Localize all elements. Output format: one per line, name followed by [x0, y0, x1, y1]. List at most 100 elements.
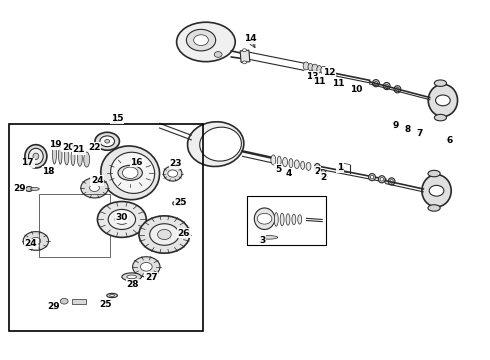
- Ellipse shape: [286, 214, 290, 225]
- Ellipse shape: [33, 153, 39, 159]
- Bar: [39, 194, 110, 257]
- Ellipse shape: [111, 152, 155, 193]
- Ellipse shape: [175, 202, 180, 204]
- Text: 15: 15: [111, 114, 123, 123]
- Circle shape: [108, 210, 136, 229]
- Circle shape: [257, 213, 272, 224]
- Ellipse shape: [289, 159, 293, 168]
- Text: 1: 1: [337, 163, 343, 172]
- Text: 8: 8: [404, 125, 410, 134]
- Text: 11: 11: [313, 77, 325, 86]
- Text: 25: 25: [99, 300, 112, 309]
- Ellipse shape: [107, 293, 118, 298]
- Ellipse shape: [292, 214, 296, 225]
- Ellipse shape: [59, 146, 62, 164]
- Circle shape: [139, 216, 190, 253]
- Ellipse shape: [271, 155, 276, 165]
- Circle shape: [141, 262, 152, 271]
- Ellipse shape: [388, 178, 395, 185]
- Circle shape: [133, 257, 160, 277]
- Ellipse shape: [390, 180, 393, 183]
- Text: 26: 26: [178, 229, 190, 238]
- Text: 18: 18: [42, 167, 55, 176]
- Ellipse shape: [370, 175, 374, 179]
- Text: 3: 3: [259, 236, 265, 245]
- Circle shape: [25, 186, 32, 192]
- Polygon shape: [240, 50, 250, 62]
- Text: 24: 24: [24, 239, 37, 248]
- Circle shape: [436, 95, 450, 106]
- Ellipse shape: [434, 80, 446, 86]
- Text: 4: 4: [286, 169, 292, 178]
- Text: 19: 19: [49, 140, 62, 149]
- Text: 2: 2: [320, 173, 326, 182]
- Ellipse shape: [312, 64, 318, 72]
- Ellipse shape: [301, 161, 305, 170]
- Text: 2: 2: [314, 167, 320, 176]
- Ellipse shape: [30, 188, 39, 190]
- Ellipse shape: [368, 174, 375, 181]
- Circle shape: [90, 184, 99, 192]
- Ellipse shape: [321, 66, 327, 74]
- Ellipse shape: [110, 294, 115, 296]
- Bar: [72, 300, 86, 304]
- Ellipse shape: [298, 215, 302, 224]
- Ellipse shape: [283, 157, 288, 167]
- Circle shape: [243, 49, 246, 51]
- Text: 12: 12: [323, 68, 335, 77]
- Ellipse shape: [176, 22, 235, 62]
- Ellipse shape: [320, 170, 326, 177]
- Ellipse shape: [396, 87, 399, 91]
- Circle shape: [429, 185, 444, 196]
- Ellipse shape: [280, 213, 284, 226]
- Ellipse shape: [394, 86, 401, 93]
- Ellipse shape: [434, 114, 446, 121]
- Ellipse shape: [122, 273, 142, 281]
- Ellipse shape: [259, 235, 278, 239]
- Ellipse shape: [127, 275, 137, 279]
- Circle shape: [115, 215, 129, 225]
- Ellipse shape: [372, 80, 379, 87]
- Text: 7: 7: [416, 129, 423, 138]
- Ellipse shape: [71, 149, 75, 166]
- Text: 27: 27: [145, 273, 157, 282]
- Ellipse shape: [274, 213, 278, 226]
- Text: 14: 14: [244, 34, 256, 43]
- Circle shape: [105, 139, 110, 143]
- Ellipse shape: [163, 166, 182, 181]
- Text: 20: 20: [62, 143, 74, 152]
- Circle shape: [158, 229, 171, 239]
- Ellipse shape: [172, 201, 182, 206]
- Ellipse shape: [428, 170, 440, 177]
- Ellipse shape: [428, 84, 458, 117]
- Text: 21: 21: [73, 145, 85, 154]
- Ellipse shape: [294, 160, 299, 168]
- Text: 11: 11: [332, 80, 344, 89]
- Circle shape: [95, 132, 120, 150]
- Text: 28: 28: [126, 280, 139, 289]
- Circle shape: [243, 61, 246, 64]
- Ellipse shape: [25, 145, 47, 168]
- Circle shape: [150, 224, 179, 245]
- Bar: [247, 196, 326, 244]
- Text: 5: 5: [275, 165, 281, 174]
- Text: 6: 6: [446, 136, 452, 145]
- Text: 16: 16: [130, 158, 143, 167]
- Circle shape: [214, 51, 222, 57]
- Text: 29: 29: [13, 184, 25, 193]
- Ellipse shape: [77, 151, 82, 166]
- Text: 25: 25: [174, 198, 187, 207]
- Circle shape: [81, 178, 108, 198]
- Ellipse shape: [374, 81, 378, 85]
- Ellipse shape: [317, 66, 322, 73]
- Circle shape: [31, 237, 41, 244]
- Text: 10: 10: [350, 85, 363, 94]
- Ellipse shape: [188, 122, 244, 167]
- Ellipse shape: [428, 205, 440, 211]
- Circle shape: [122, 167, 138, 179]
- Ellipse shape: [28, 148, 43, 165]
- Bar: [9, 125, 203, 330]
- Ellipse shape: [378, 176, 385, 183]
- Ellipse shape: [277, 156, 281, 166]
- Text: 9: 9: [392, 121, 399, 130]
